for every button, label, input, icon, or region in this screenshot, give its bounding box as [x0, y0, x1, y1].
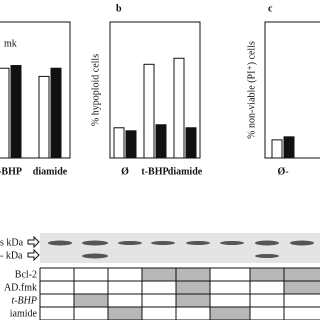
- bar: [155, 124, 167, 159]
- plot-frame: [109, 21, 201, 159]
- bar: [271, 139, 283, 159]
- x-tick-label: -BHP: [0, 166, 22, 177]
- bar: [50, 67, 62, 159]
- row-label: Bcl-2: [15, 269, 37, 280]
- blot-membrane: [40, 233, 320, 263]
- marker-label: s kDa: [0, 237, 24, 248]
- y-axis-label: % non-viable (PI⁺) cells: [246, 41, 257, 139]
- bar: [38, 75, 50, 159]
- plot-frame: [264, 21, 320, 159]
- bands: [48, 240, 314, 259]
- bar: [173, 57, 185, 159]
- bar: [185, 127, 197, 159]
- row-label: iamide: [10, 308, 38, 319]
- x-tick-label: diamide: [33, 166, 68, 177]
- bar: [283, 136, 295, 159]
- annotation: mk: [4, 38, 17, 49]
- marker-arrows: [27, 235, 40, 262]
- blot: s kDa - kDa Bcl-2 AD.fmk t-BHP iamide: [0, 233, 320, 320]
- row-label: AD.fmk: [4, 282, 37, 293]
- bar: [10, 65, 22, 159]
- condition-shading: [74, 268, 320, 320]
- bar: [125, 130, 137, 159]
- x-tick-label: t-BHP: [141, 166, 168, 177]
- bar: [0, 67, 10, 159]
- x-tick-label: Ø-: [277, 166, 288, 177]
- marker-label: - kDa: [0, 250, 23, 261]
- panel-label: c: [268, 3, 273, 14]
- table-grid: [39, 267, 320, 320]
- plot-frame: [0, 21, 71, 159]
- x-tick-label: diamide: [168, 166, 203, 177]
- panel-label: b: [116, 3, 122, 14]
- y-axis-label: % hypoploid cells: [90, 54, 101, 126]
- row-label: t-BHP: [11, 295, 37, 306]
- bar: [143, 63, 155, 159]
- x-tick-label: Ø: [121, 166, 129, 177]
- bar: [113, 127, 125, 159]
